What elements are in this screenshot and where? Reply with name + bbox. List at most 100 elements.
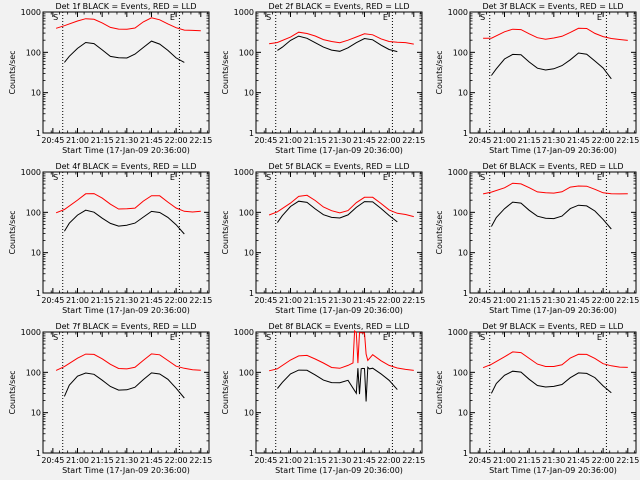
plot-frame [255,171,423,294]
detector-panel-9: Det 9f BLACK = Events, RED = LLD 1 10 100 10… [435,322,639,475]
x-tick-label: 21:00 [493,136,516,145]
y-tick-label: 10 [458,89,468,98]
x-tick-label: 22:00 [592,456,615,465]
panel-title: Det 2f BLACK = Events, RED = LLD [268,2,409,11]
series-line-lld [268,194,414,218]
y-tick-label: 1000 [448,328,468,337]
x-tick-label: 21:00 [66,296,89,305]
series-line-lld [482,182,628,195]
y-tick-label: 100 [26,368,41,377]
x-tick-label: 21:15 [518,456,541,465]
x-tick-label: 21:00 [493,296,516,305]
panel-title: Det 7f BLACK = Events, RED = LLD [55,322,196,331]
x-tick-label: 22:15 [189,456,212,465]
y-tick-label: 100 [26,208,41,217]
x-tick-label: 21:15 [304,456,327,465]
x-tick-label: 21:45 [353,456,376,465]
series-line-lld [482,351,628,369]
x-tick-label: 21:30 [328,136,351,145]
x-tick-label: 21:00 [66,456,89,465]
panel-title: Det 4f BLACK = Events, RED = LLD [55,162,196,171]
y-axis-label: Counts/sec [8,370,17,414]
y-axis-label: Counts/sec [435,210,444,254]
x-tick-label: 22:15 [189,136,212,145]
y-tick-label: 1000 [234,8,254,17]
y-tick-label: 1 [36,449,41,458]
plot-frame [42,11,210,134]
y-tick-label: 10 [244,409,254,418]
y-tick-label: 10 [244,249,254,258]
end-marker-label: E [383,13,388,22]
end-marker-label: E [597,333,602,342]
series-line-events [63,372,185,399]
x-tick-label: 21:00 [493,456,516,465]
end-marker-label: E [383,333,388,342]
x-tick-label: 21:30 [328,296,351,305]
y-tick-label: 100 [239,48,254,57]
series-line-events [63,209,185,235]
start-marker-label: S [266,13,271,22]
x-tick-label: 20:45 [254,136,277,145]
series-line-events [490,370,612,394]
panel-title: Det 5f BLACK = Events, RED = LLD [268,162,409,171]
x-tick-label: 21:00 [66,136,89,145]
x-tick-label: 21:30 [542,296,565,305]
plot-frame [469,11,637,134]
x-tick-label: 22:15 [616,296,639,305]
detector-panel-1: Det 1f BLACK = Events, RED = LLD 1 10 100 10… [8,2,212,155]
start-marker-label: S [53,333,58,342]
detector-panel-4: Det 4f BLACK = Events, RED = LLD 1 10 100 10… [8,162,212,315]
x-tick-label: 22:15 [402,136,425,145]
x-axis-label: Start Time (17-Jan-09 20:36:00) [275,466,403,475]
x-tick-label: 22:15 [189,296,212,305]
x-tick-label: 20:45 [41,296,64,305]
x-axis-label: Start Time (17-Jan-09 20:36:00) [62,306,190,315]
x-axis-label: Start Time (17-Jan-09 20:36:00) [489,146,617,155]
series-line-events [490,52,612,80]
x-tick-label: 21:30 [542,456,565,465]
x-tick-label: 21:15 [518,136,541,145]
plot-frame [255,331,423,454]
x-tick-label: 21:45 [567,296,590,305]
x-tick-label: 21:30 [542,136,565,145]
panel-title: Det 8f BLACK = Events, RED = LLD [268,322,409,331]
x-tick-label: 22:00 [378,296,401,305]
y-tick-label: 1 [463,129,468,138]
series-line-events [277,35,398,53]
end-marker-label: E [383,173,388,182]
y-tick-label: 10 [31,89,41,98]
y-tick-label: 100 [453,368,468,377]
y-tick-label: 10 [458,249,468,258]
x-axis-label: Start Time (17-Jan-09 20:36:00) [489,306,617,315]
x-tick-label: 20:45 [468,296,491,305]
x-axis-label: Start Time (17-Jan-09 20:36:00) [275,146,403,155]
start-marker-label: S [480,173,485,182]
y-tick-label: 1000 [448,8,468,17]
plot-frame [42,171,210,294]
x-axis-label: Start Time (17-Jan-09 20:36:00) [275,306,403,315]
y-axis-label: Counts/sec [221,370,230,414]
start-marker-label: S [266,173,271,182]
plot-frame [42,331,210,454]
x-tick-label: 21:45 [353,136,376,145]
detector-panel-6: Det 6f BLACK = Events, RED = LLD 1 10 100 10… [435,162,639,315]
x-tick-label: 21:45 [353,296,376,305]
y-tick-label: 1 [249,129,254,138]
y-tick-label: 1 [36,289,41,298]
y-tick-label: 10 [458,409,468,418]
x-tick-label: 21:30 [115,136,138,145]
x-tick-label: 21:15 [518,296,541,305]
start-marker-label: S [266,333,271,342]
y-tick-label: 1000 [21,168,41,177]
x-tick-label: 20:45 [254,456,277,465]
x-tick-label: 21:00 [279,296,302,305]
series-line-lld [483,27,628,41]
x-tick-label: 21:15 [304,136,327,145]
x-tick-label: 21:00 [279,456,302,465]
x-tick-label: 20:45 [468,456,491,465]
x-tick-label: 20:45 [254,296,277,305]
x-tick-label: 22:00 [592,136,615,145]
panel-title: Det 9f BLACK = Events, RED = LLD [482,322,623,331]
detector-panel-3: Det 3f BLACK = Events, RED = LLD 1 10 100 10… [435,2,639,155]
